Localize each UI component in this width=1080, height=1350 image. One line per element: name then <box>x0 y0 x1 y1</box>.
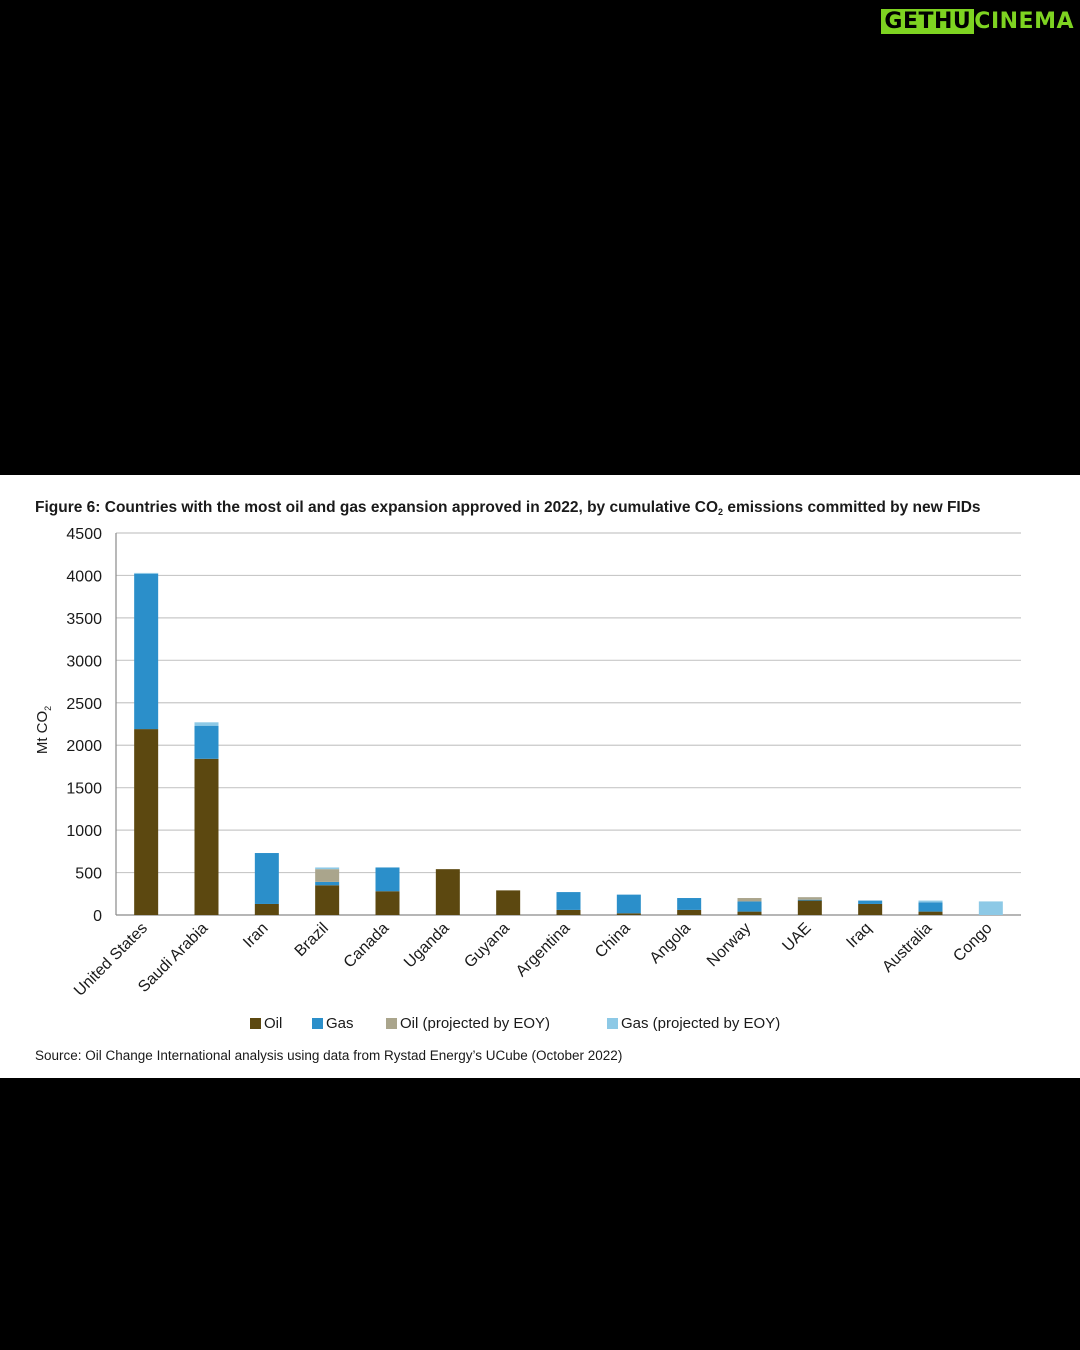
legend-item: Oil <box>250 1015 282 1032</box>
y-tick-label: 1500 <box>66 781 102 798</box>
y-tick-label: 3500 <box>66 611 102 628</box>
legend-item: Gas <box>312 1015 354 1032</box>
bar-segment <box>918 911 943 915</box>
x-tick-label: China <box>592 920 634 962</box>
x-tick-label: Congo <box>950 920 995 965</box>
x-tick-label: Canada <box>341 920 393 972</box>
x-tick-label: Norway <box>704 920 754 970</box>
bar-segment <box>496 890 521 915</box>
watermark-part1: GETHU <box>881 9 975 34</box>
bar-segment <box>254 903 279 915</box>
x-tick-label: Guyana <box>461 920 513 972</box>
bar-segment <box>315 881 340 886</box>
legend-swatch <box>312 1018 323 1029</box>
bar-segment <box>677 909 702 915</box>
bar-segment <box>556 892 581 910</box>
bar-segment <box>315 869 340 882</box>
y-tick-label: 500 <box>75 866 102 883</box>
legend-swatch <box>250 1018 261 1029</box>
legend-item: Gas (projected by EOY) <box>607 1015 780 1032</box>
bar-segment <box>978 901 1003 915</box>
stacked-bar-chart: 0 500 1000 1500 2000 2500 3000 3500 4000 4500 Mt C… <box>34 526 1021 1000</box>
legend-label: Gas (projected by EOY) <box>621 1015 781 1032</box>
x-tick-label: Angola <box>647 920 694 967</box>
bar-segment <box>134 572 159 574</box>
legend-swatch <box>607 1018 618 1029</box>
bar-segment <box>797 899 822 901</box>
bar-segment <box>737 898 762 902</box>
bar-segment <box>797 897 822 900</box>
chart-panel: Figure 6: Countries with the most oil an… <box>0 475 1080 1078</box>
y-tick-label: 1000 <box>66 823 102 840</box>
bar-segment <box>918 900 943 903</box>
legend-label: Oil (projected by EOY) <box>400 1015 551 1032</box>
x-tick-label: Argentina <box>513 920 574 981</box>
y-axis-label: Mt CO2 <box>34 706 53 754</box>
bar-segment <box>194 758 219 915</box>
x-tick-label: Uganda <box>401 920 453 972</box>
x-tick-label: Brazil <box>292 920 332 960</box>
bar-segment <box>254 853 279 904</box>
y-tick-label: 4000 <box>66 568 102 585</box>
bar-segment <box>435 869 460 915</box>
legend-item: Oil (projected by EOY) <box>386 1015 550 1032</box>
bar-segment <box>616 894 641 914</box>
bar-segment <box>858 900 883 904</box>
x-tick-label: Iran <box>240 920 272 952</box>
y-tick-label: 3000 <box>66 653 102 670</box>
y-tick-label: 4500 <box>66 526 102 543</box>
bar-segment <box>315 885 340 915</box>
bar-segment <box>194 722 219 726</box>
bar-segment <box>556 909 581 915</box>
bar-segment <box>797 900 822 915</box>
source-note: Source: Oil Change International analysi… <box>35 1048 623 1063</box>
bar-segment <box>134 729 159 915</box>
x-tick-label: Iraq <box>843 920 875 952</box>
x-tick-label: Australia <box>879 920 935 976</box>
bar-segment <box>315 867 340 870</box>
bar-segment <box>677 898 702 910</box>
bar-segment <box>858 903 883 915</box>
watermark-logo: GETHU CINEMA <box>881 8 1074 36</box>
x-tick-label: UAE <box>779 920 814 955</box>
bar-segment <box>918 902 943 912</box>
legend-swatch <box>386 1018 397 1029</box>
legend-label: Gas <box>326 1015 354 1032</box>
legend-label: Oil <box>264 1015 283 1032</box>
chart-title: Figure 6: Countries with the most oil an… <box>35 499 981 517</box>
y-tick-label: 0 <box>93 908 102 925</box>
y-tick-label: 2000 <box>66 738 102 755</box>
bar-segment <box>375 867 400 892</box>
bar-segment <box>737 911 762 915</box>
bar-segment <box>375 891 400 915</box>
bar-segment <box>194 725 219 759</box>
chart-legend: Oil Gas Oil (projected by EOY) Gas (project… <box>0 1015 1080 1033</box>
bar-segment <box>737 901 762 912</box>
bar-segment <box>616 913 641 915</box>
watermark-part2: CINEMA <box>974 9 1074 34</box>
bar-segment <box>134 573 159 730</box>
y-tick-label: 2500 <box>66 696 102 713</box>
